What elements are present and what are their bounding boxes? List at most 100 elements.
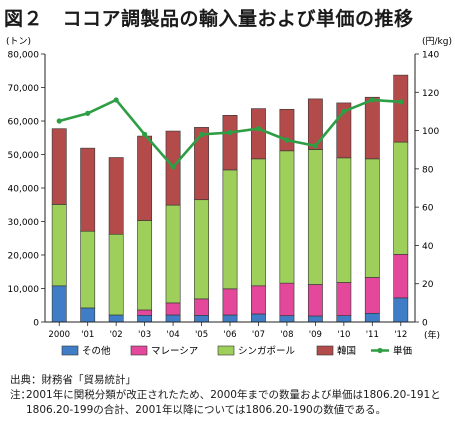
legend-label-シンガポール: シンガポール	[238, 346, 296, 357]
bar-その他	[222, 314, 238, 323]
bar-マレーシア	[307, 284, 323, 317]
bar-マレーシア	[364, 277, 380, 314]
x-tick-label: '12	[394, 330, 407, 340]
bar-韓国	[80, 147, 96, 232]
bar-マレーシア	[137, 309, 153, 316]
x-tick-label: 2000	[48, 330, 70, 340]
y-left-tick-label: 20,000	[8, 252, 40, 262]
footnote-label: 注：	[10, 389, 31, 401]
point-単価	[142, 131, 148, 137]
x-tick-label: '08	[280, 330, 293, 340]
point-単価	[170, 164, 176, 170]
legend-marker-単価	[377, 347, 383, 354]
bar-その他	[251, 313, 266, 323]
y-left-tick-label: 10,000	[8, 285, 40, 295]
bar-韓国	[279, 108, 295, 152]
bar-その他	[108, 314, 124, 323]
chart-svg: (トン) (円/kg)(年)010,00020,00030,00040,00050…	[6, 36, 452, 357]
y-right-tick-label: 80	[422, 165, 434, 175]
point-単価	[398, 99, 404, 105]
y-right-tick-label: 0	[422, 319, 428, 329]
footnote: 注： 2001年に関税分類が改正されたため、2000年までの数量および単価は18…	[10, 388, 450, 418]
y-left-tick-label: 80,000	[8, 51, 40, 61]
bar-その他	[279, 315, 295, 323]
bar-シンガポール	[364, 158, 380, 278]
bar-その他	[364, 312, 380, 323]
legend-label-その他: その他	[82, 345, 111, 357]
point-単価	[284, 137, 290, 143]
legend-label-単価: 単価	[393, 345, 413, 357]
bar-韓国	[194, 127, 209, 201]
y-left-tick-label: 50,000	[8, 151, 40, 161]
bar-その他	[165, 314, 181, 323]
bar-シンガポール	[222, 169, 238, 290]
y-right-tick-label: 20	[422, 280, 434, 290]
bar-シンガポール	[307, 149, 323, 285]
x-tick-label: '02	[110, 330, 123, 340]
bar-マレーシア	[251, 285, 266, 315]
point-単価	[312, 143, 318, 149]
bar-シンガポール	[279, 150, 295, 284]
y-right-tick-label: 120	[422, 89, 439, 99]
point-単価	[341, 108, 347, 115]
point-単価	[56, 118, 62, 124]
legend-label-マレーシア: マレーシア	[151, 346, 198, 357]
y-right-tick-label: 60	[422, 204, 434, 214]
bar-シンガポール	[165, 204, 181, 304]
y-left-tick-label: 70,000	[8, 84, 40, 94]
footnote-text: 2001年に関税分類が改正されたため、2000年までの数量および単価は1806.…	[26, 389, 441, 416]
bar-その他	[51, 285, 67, 323]
bar-マレーシア	[222, 288, 238, 316]
point-単価	[255, 126, 262, 132]
y-right-unit: (円/kg)	[422, 36, 452, 47]
y-left-tick-label: 40,000	[8, 185, 40, 195]
bar-マレーシア	[336, 282, 352, 316]
y-left-tick-label: 30,000	[8, 218, 40, 228]
point-単価	[113, 97, 119, 103]
bar-韓国	[307, 98, 323, 150]
bar-シンガポール	[51, 204, 67, 287]
bar-シンガポール	[251, 158, 266, 287]
bar-マレーシア	[165, 302, 181, 316]
legend-swatch-シンガポール	[217, 345, 235, 356]
bar-その他	[336, 315, 352, 323]
bar-シンガポール	[393, 141, 409, 255]
bar-マレーシア	[393, 254, 409, 299]
source-note: 出典：財務省「貿易統計」	[10, 374, 136, 386]
x-tick-label: '06	[223, 330, 236, 340]
bar-韓国	[251, 108, 266, 160]
x-tick-label: '01	[81, 330, 94, 340]
y-right-tick-label: 40	[422, 242, 434, 252]
bar-シンガポール	[137, 220, 153, 311]
x-tick-label: '09	[309, 330, 322, 340]
bar-シンガポール	[80, 230, 96, 309]
bar-シンガポール	[194, 199, 209, 300]
legend-swatch-その他	[61, 345, 79, 356]
point-単価	[369, 97, 375, 103]
bar-その他	[393, 297, 409, 323]
bar-韓国	[393, 74, 409, 143]
bar-韓国	[222, 115, 238, 171]
x-tick-label: '05	[195, 330, 208, 340]
bar-マレーシア	[194, 298, 209, 316]
point-単価	[85, 110, 91, 116]
bar-マレーシア	[279, 282, 295, 316]
bar-シンガポール	[336, 157, 352, 283]
y-right-tick-label: 140	[422, 51, 439, 61]
x-tick-label: '11	[366, 330, 379, 340]
legend-swatch-マレーシア	[130, 345, 148, 356]
bar-韓国	[108, 157, 124, 235]
legend-label-韓国: 韓国	[337, 346, 356, 357]
y-right-tick-label: 100	[422, 127, 439, 137]
y-left-tick-label: 60,000	[8, 118, 40, 128]
y-left-tick-label: 0	[33, 319, 39, 329]
chart-title: 図２ ココア調製品の輸入量および単価の推移	[4, 8, 414, 30]
bar-その他	[307, 315, 323, 323]
point-単価	[198, 131, 205, 137]
bar-その他	[80, 307, 96, 323]
x-tick-label: '03	[138, 330, 151, 340]
bar-その他	[137, 314, 153, 323]
bar-韓国	[51, 128, 67, 205]
bar-シンガポール	[108, 233, 124, 316]
x-tick-label: '10	[337, 330, 350, 340]
